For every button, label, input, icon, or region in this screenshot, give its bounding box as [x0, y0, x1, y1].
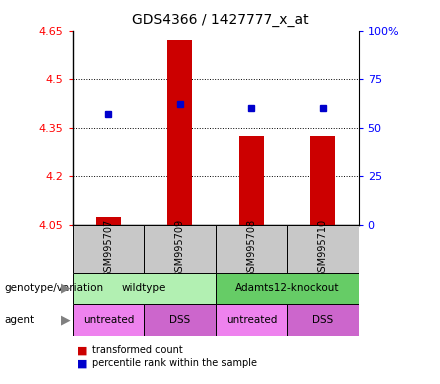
Text: ▶: ▶: [61, 282, 70, 295]
Text: wildtype: wildtype: [122, 283, 166, 293]
Bar: [216, 225, 287, 273]
Text: ▶: ▶: [61, 313, 70, 326]
Text: genotype/variation: genotype/variation: [4, 283, 103, 293]
Text: DSS: DSS: [169, 315, 191, 325]
Text: ■: ■: [77, 345, 88, 355]
Bar: [216, 304, 287, 336]
Bar: [73, 304, 144, 336]
Text: ■: ■: [77, 358, 88, 368]
Bar: [239, 136, 264, 225]
Bar: [287, 225, 359, 273]
Bar: [287, 304, 359, 336]
Text: Adamts12-knockout: Adamts12-knockout: [235, 283, 339, 293]
Text: transformed count: transformed count: [92, 345, 183, 355]
Text: GSM995707: GSM995707: [103, 219, 114, 278]
Bar: [96, 217, 121, 225]
Text: DSS: DSS: [312, 315, 334, 325]
Text: GSM995709: GSM995709: [175, 219, 185, 278]
Bar: [310, 136, 335, 225]
Bar: [144, 225, 216, 273]
Text: GSM995710: GSM995710: [318, 219, 328, 278]
Bar: [73, 273, 216, 304]
Text: GDS4366 / 1427777_x_at: GDS4366 / 1427777_x_at: [132, 13, 308, 27]
Bar: [144, 304, 216, 336]
Bar: [216, 273, 359, 304]
Text: untreated: untreated: [226, 315, 277, 325]
Text: percentile rank within the sample: percentile rank within the sample: [92, 358, 257, 368]
Bar: [167, 40, 192, 225]
Bar: [73, 225, 144, 273]
Text: agent: agent: [4, 315, 34, 325]
Text: untreated: untreated: [83, 315, 134, 325]
Text: GSM995708: GSM995708: [246, 219, 257, 278]
